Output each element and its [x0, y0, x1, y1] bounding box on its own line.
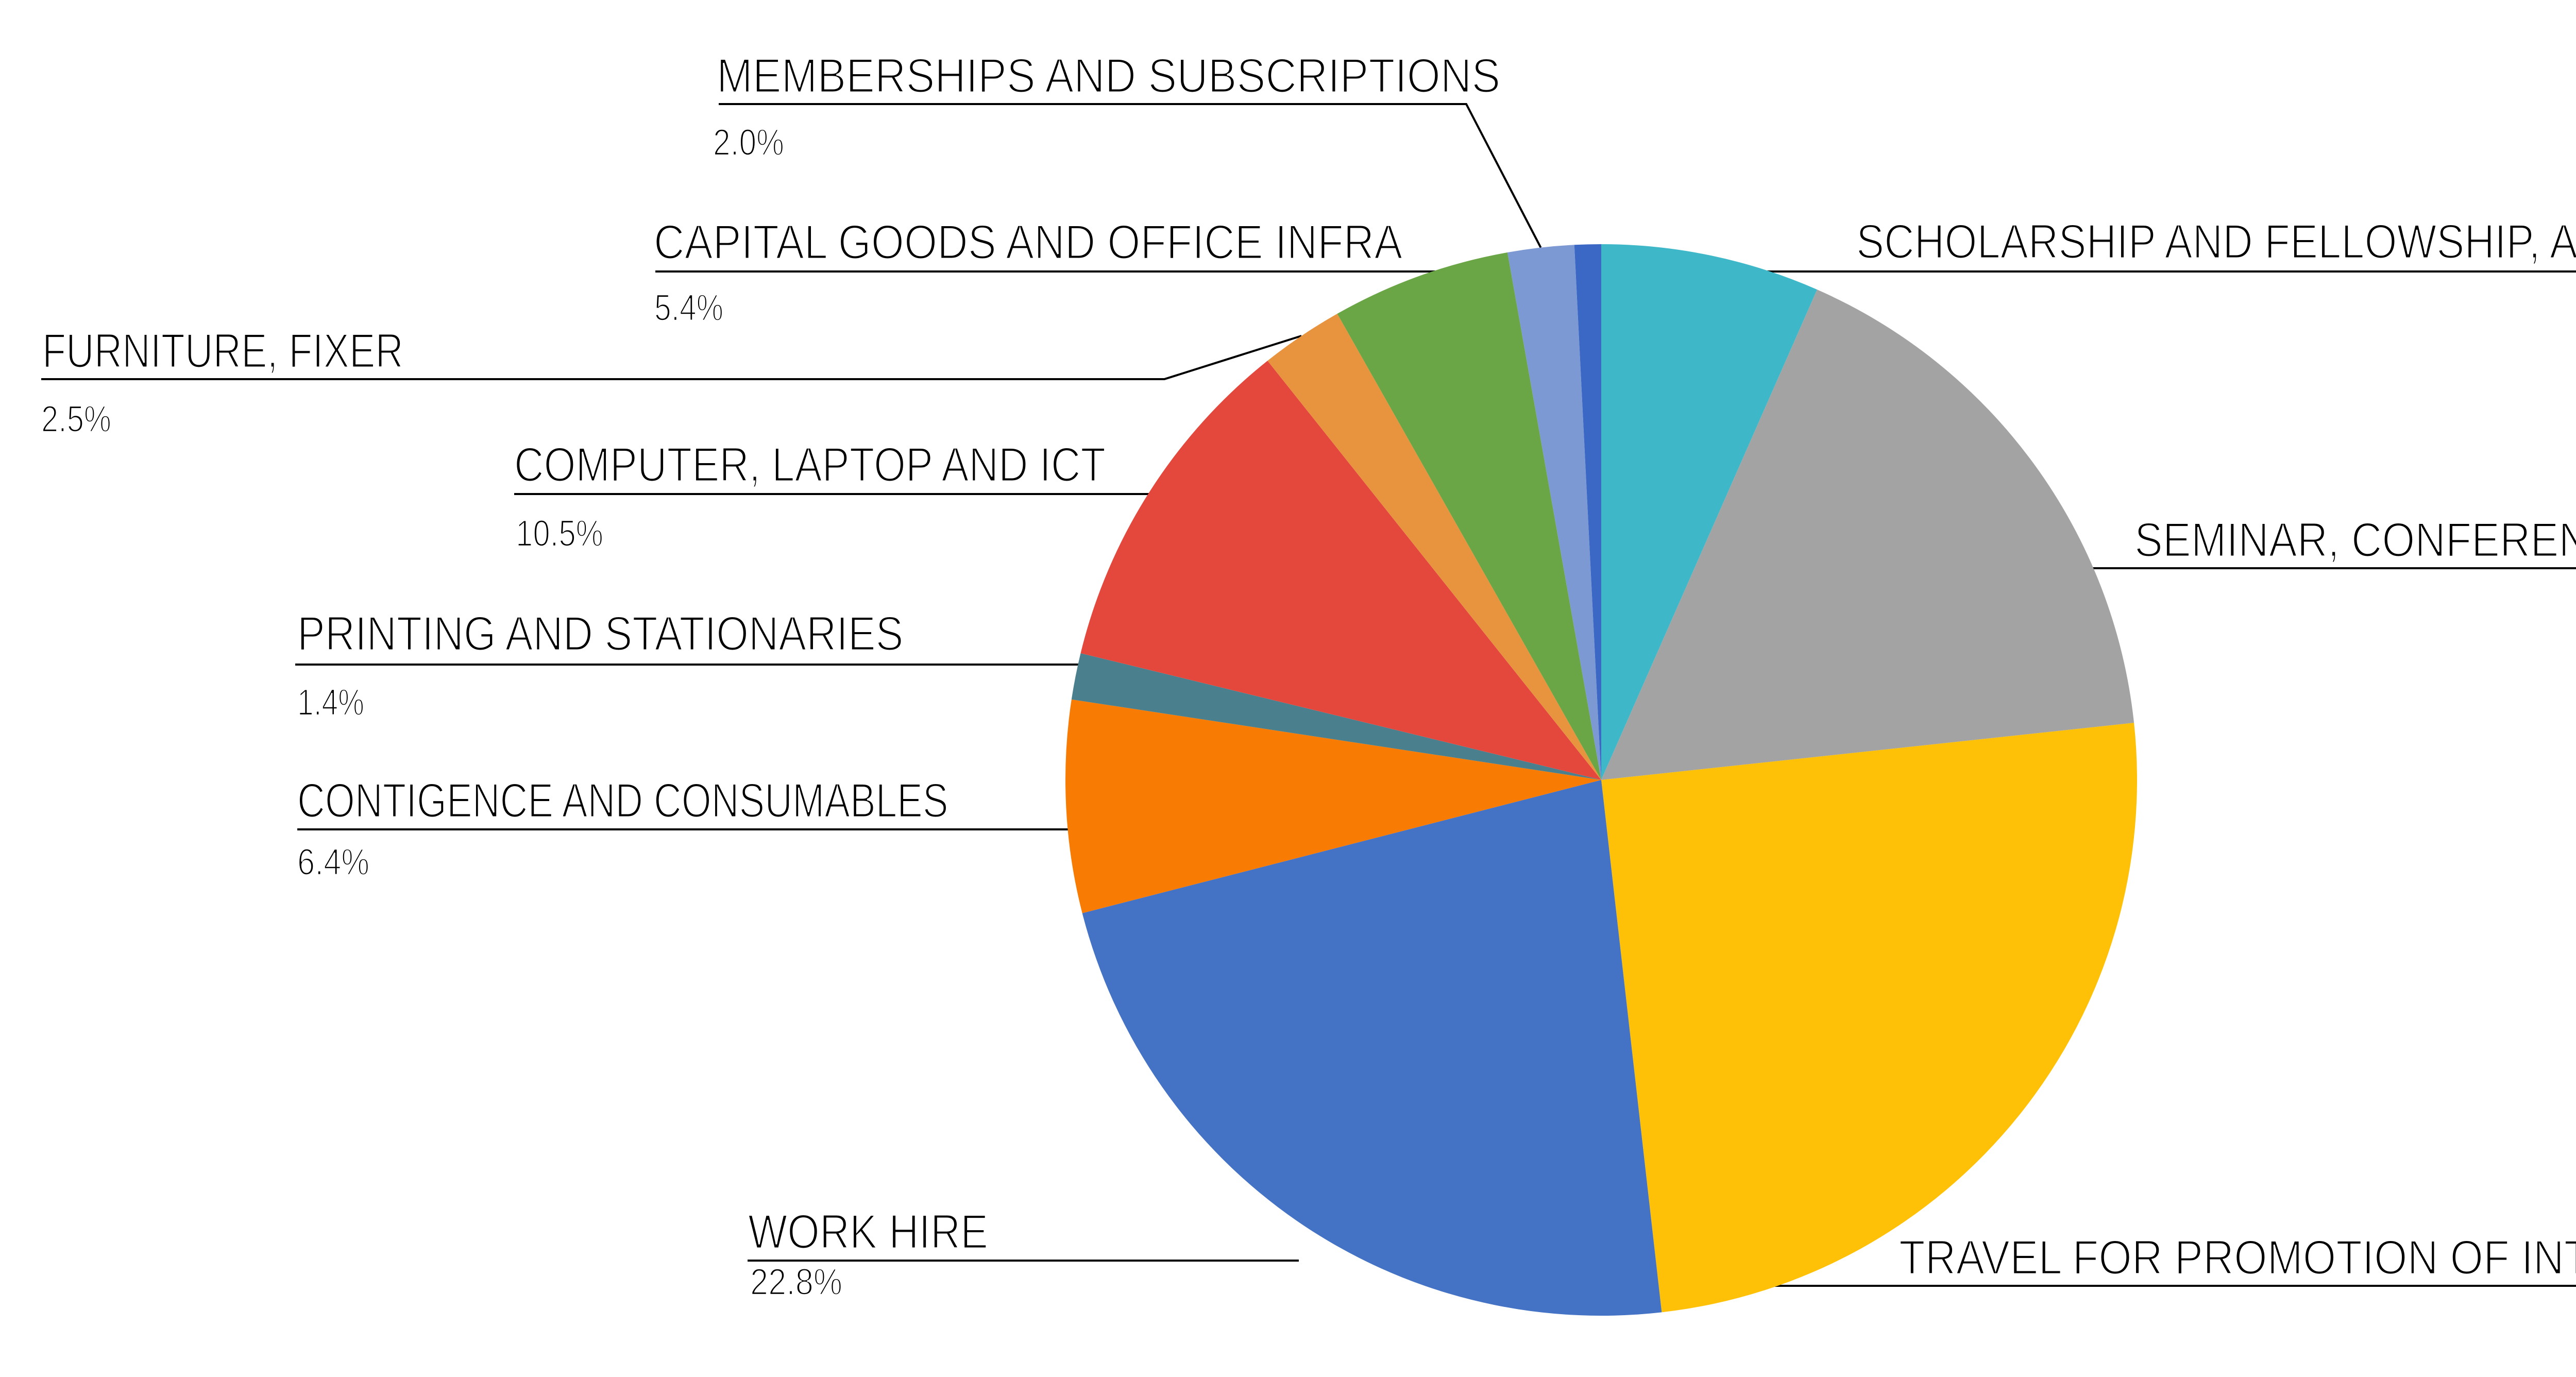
svg-text:1.4%: 1.4% [297, 682, 364, 723]
svg-text:FURNITURE, FIXER: FURNITURE, FIXER [42, 324, 403, 378]
svg-text:CONTIGENCE AND CONSUMABLES: CONTIGENCE AND CONSUMABLES [297, 773, 948, 827]
svg-text:SEMINAR, CONFERENCE, EVENTS AN: SEMINAR, CONFERENCE, EVENTS AND DELE... [2134, 513, 2576, 567]
svg-text:MEMBERSHIPS AND SUBSCRIPTIONS: MEMBERSHIPS AND SUBSCRIPTIONS [717, 48, 1500, 103]
svg-text:2.5%: 2.5% [41, 399, 111, 440]
svg-text:TRAVEL FOR PROMOTION OF INTERN: TRAVEL FOR PROMOTION OF INTERNATIONAL RE… [1899, 1230, 2576, 1284]
svg-text:5.4%: 5.4% [654, 287, 723, 328]
svg-text:10.5%: 10.5% [516, 513, 603, 554]
svg-text:COMPUTER, LAPTOP AND ICT: COMPUTER, LAPTOP AND ICT [514, 438, 1106, 492]
svg-text:2.0%: 2.0% [713, 122, 784, 163]
svg-text:6.4%: 6.4% [297, 841, 369, 883]
svg-text:PRINTING AND STATIONARIES: PRINTING AND STATIONARIES [297, 606, 903, 660]
svg-text:CAPITAL GOODS AND OFFICE INFRA: CAPITAL GOODS AND OFFICE INFRA [654, 215, 1402, 269]
svg-text:SCHOLARSHIP AND FELLOWSHIP, AW: SCHOLARSHIP AND FELLOWSHIP, AWARDS, REWA… [1856, 214, 2576, 268]
svg-text:22.8%: 22.8% [750, 1262, 842, 1303]
svg-text:WORK HIRE: WORK HIRE [748, 1204, 988, 1259]
